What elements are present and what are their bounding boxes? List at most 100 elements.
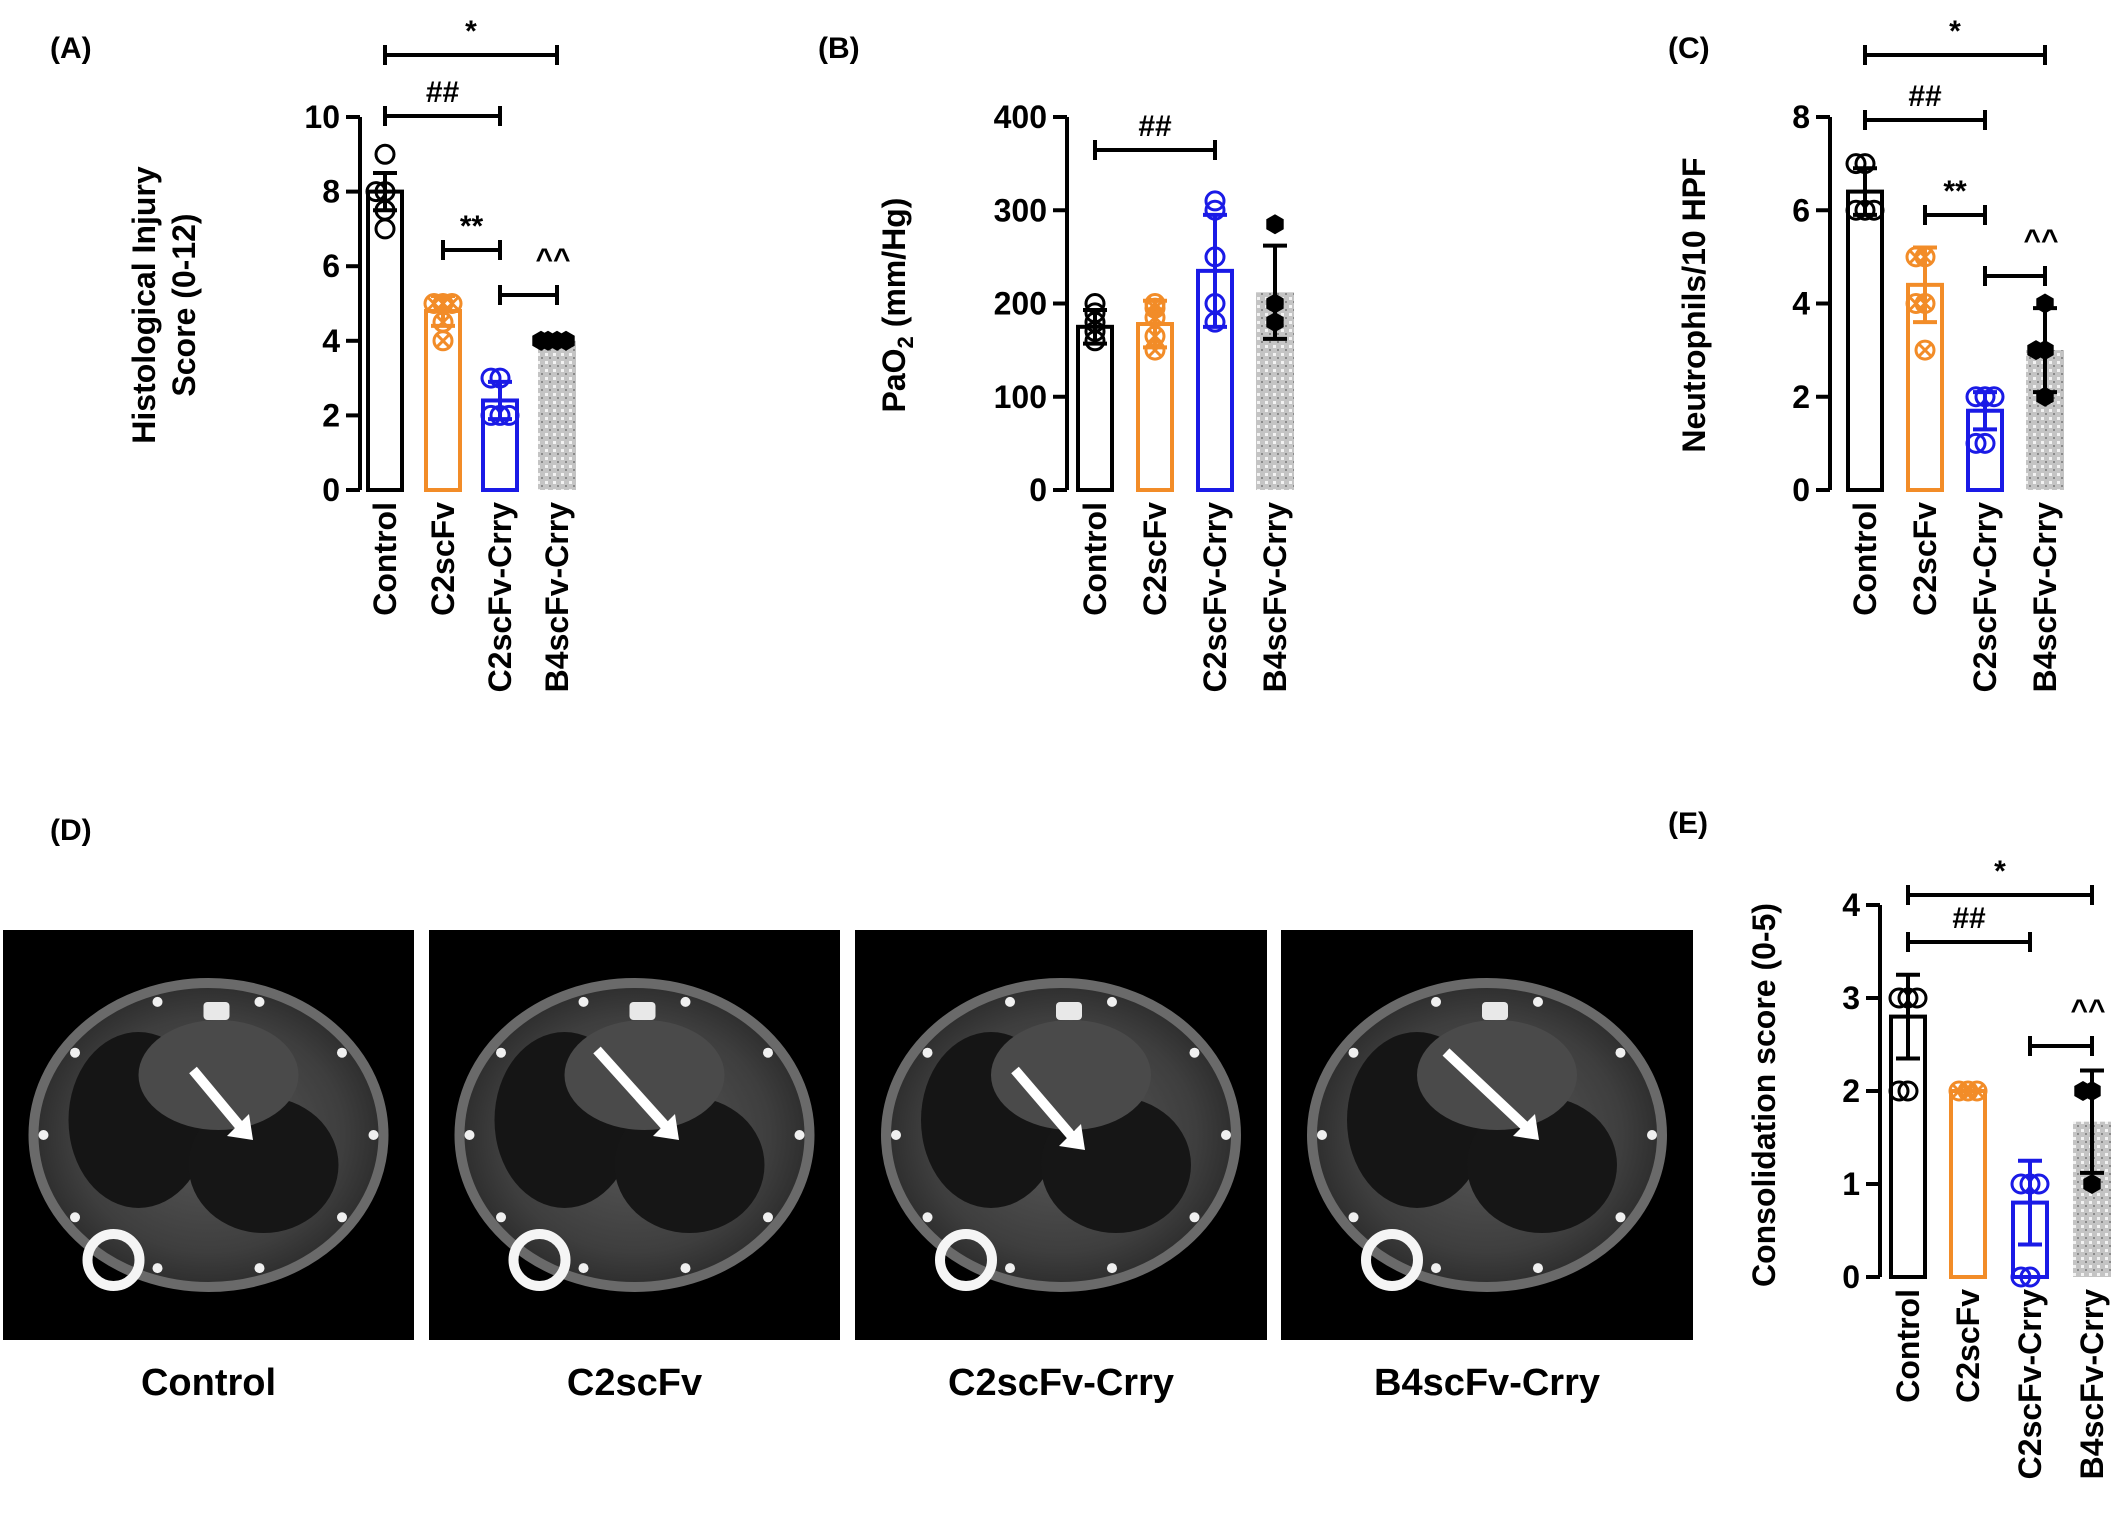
- category-label: C2scFv: [1907, 502, 1943, 616]
- ct-rib: [1532, 996, 1543, 1007]
- y-tick-label: 6: [1792, 192, 1810, 228]
- data-point: [1965, 432, 1987, 454]
- ct-sternum: [1056, 1002, 1082, 1020]
- significance-label: *: [1949, 15, 1961, 48]
- y-tick-label: 10: [304, 99, 340, 135]
- ct-image-1: Control: [3, 930, 414, 1404]
- y-tick-label: 4: [1842, 887, 1860, 923]
- data-point: [1266, 293, 1284, 314]
- ct-caption: Control: [141, 1362, 276, 1404]
- bar: [1949, 1089, 1987, 1279]
- y-axis-label-line: Histological Injury: [126, 166, 162, 444]
- data-point: [1905, 293, 1927, 314]
- category-label: C2scFv-Crry: [2012, 1289, 2048, 1480]
- data-point: [1906, 987, 1928, 1009]
- data-point: [1266, 214, 1284, 235]
- data-point-cross: [435, 333, 451, 348]
- ct-lung-right: [1467, 1097, 1617, 1233]
- category-label: Control: [367, 502, 403, 616]
- ct-arrow: [189, 1066, 247, 1134]
- y-tick-label: 1: [1842, 1166, 1860, 1202]
- data-point: [1084, 330, 1106, 352]
- category-label: C2scFv: [1137, 502, 1173, 616]
- data-point: [1204, 199, 1226, 221]
- ct-rib: [254, 996, 265, 1007]
- data-point-cross: [1147, 343, 1163, 358]
- ct-heart: [991, 1020, 1151, 1130]
- ct-rib: [1431, 996, 1442, 1007]
- y-axis-label-line: PaO2 (mm/Hg): [876, 198, 918, 413]
- significance-label: ##: [426, 76, 460, 109]
- y-tick-label: 2: [1842, 1073, 1860, 1109]
- ct-rib: [464, 1130, 475, 1140]
- ct-rib: [336, 1212, 347, 1223]
- data-point-cross: [1908, 296, 1924, 311]
- y-tick-label: 8: [1792, 99, 1810, 135]
- ct-rib: [1317, 1130, 1327, 1140]
- y-axis-label-part: (mm/Hg): [876, 198, 912, 337]
- significance-label: *: [465, 15, 477, 48]
- ct-rib: [1005, 1263, 1016, 1274]
- y-tick-label: 2: [1792, 379, 1810, 415]
- data-point: [1863, 199, 1885, 221]
- y-axis-label: Neutrophils/10 HPF: [1676, 157, 1712, 452]
- category-label: B4scFv-Crry: [2074, 1289, 2110, 1480]
- data-point: [489, 367, 511, 389]
- panel-label: (C): [1668, 32, 1710, 65]
- ct-sternum: [203, 1002, 230, 1020]
- category-label: C2scFv: [1950, 1289, 1986, 1403]
- data-point: [1845, 153, 1867, 175]
- category-label: C2scFv-Crry: [482, 502, 518, 693]
- ct-rib: [1348, 1212, 1359, 1223]
- data-point: [1144, 325, 1166, 347]
- y-tick-label: 200: [994, 286, 1047, 322]
- data-point: [432, 330, 454, 352]
- data-point: [1144, 339, 1166, 361]
- ct-rib: [70, 1212, 81, 1223]
- ct-rib: [1532, 1263, 1543, 1274]
- significance-label: ^^: [2023, 224, 2058, 257]
- significance-label: **: [460, 210, 484, 243]
- ct-rib: [1615, 1212, 1626, 1223]
- data-point: [1266, 312, 1284, 333]
- ct-spine: [508, 1229, 571, 1291]
- data-point: [1983, 386, 2005, 408]
- y-tick-label: 8: [322, 174, 340, 210]
- significance-label: ##: [1138, 110, 1172, 143]
- data-point-cross: [1917, 343, 1933, 358]
- category-label: B4scFv-Crry: [2027, 502, 2063, 693]
- data-point: [2019, 1266, 2041, 1288]
- significance-label: ^^: [2070, 994, 2105, 1027]
- data-point: [1204, 190, 1226, 212]
- data-point-cross: [426, 296, 442, 311]
- ct-rib: [922, 1212, 933, 1223]
- data-point: [1204, 311, 1226, 333]
- data-point: [2036, 293, 2054, 314]
- ct-heart: [138, 1020, 299, 1130]
- y-axis-label: PaO2 (mm/Hg): [876, 198, 918, 413]
- data-point: [441, 293, 463, 314]
- data-point: [374, 143, 396, 165]
- data-point: [1974, 432, 1996, 454]
- ct-image-2: C2scFv: [429, 930, 840, 1404]
- significance-label: *: [1994, 855, 2006, 888]
- ct-lung-right: [614, 1097, 765, 1233]
- ct-image-4: B4scFv-Crry: [1281, 930, 1693, 1404]
- ct-rib: [1348, 1047, 1359, 1058]
- ct-caption: B4scFv-Crry: [1374, 1362, 1600, 1404]
- category-label: C2scFv-Crry: [1197, 502, 1233, 693]
- ct-rib: [496, 1212, 507, 1223]
- category-label: C2scFv-Crry: [1967, 502, 2003, 693]
- y-axis-label: Consolidation score (0-5): [1746, 903, 1782, 1287]
- ct-arrow: [593, 1046, 673, 1134]
- y-tick-label: 400: [994, 99, 1047, 135]
- category-label: B4scFv-Crry: [539, 502, 575, 693]
- data-point-cross: [444, 296, 460, 311]
- ct-image-3: C2scFv-Crry: [855, 930, 1267, 1404]
- data-point: [2027, 340, 2045, 361]
- y-tick-label: 3: [1842, 980, 1860, 1016]
- y-axis-label-part: PaO: [876, 348, 912, 412]
- category-label: Control: [1890, 1289, 1926, 1403]
- data-point: [1854, 153, 1876, 175]
